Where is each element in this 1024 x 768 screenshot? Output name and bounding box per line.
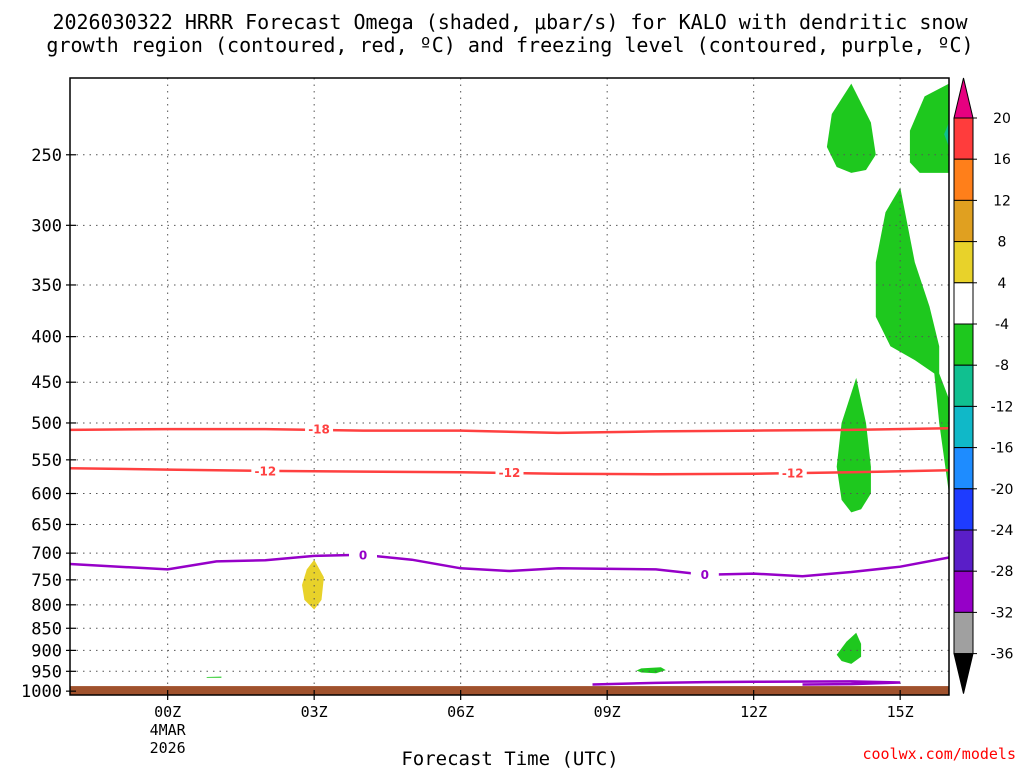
omega-green-small-09z (636, 667, 666, 674)
contour-label-dgz-bottom: -12 (499, 466, 521, 480)
omega-cyan-edge (944, 122, 949, 147)
colorbar-swatch (953, 405, 974, 449)
colorbar-label--16: -16 (991, 441, 1014, 457)
contour-label-bg (495, 465, 524, 480)
near-surface-purple (592, 680, 901, 686)
colorbar-label-8: 8 (998, 235, 1007, 251)
colorbar-label--4: -4 (995, 317, 1009, 333)
colorbar-label-16: 16 (993, 152, 1011, 168)
colorbar-swatch (953, 117, 974, 160)
y-tick-label-800: 800 (31, 596, 62, 616)
colorbar: 20 16 12 8 4 -4 -8 -12 -16 -20 -24 -28 -32 -36 (953, 77, 1014, 694)
y-tick-label-650: 650 (31, 515, 62, 535)
x-tick-label-09Z: 09Z (594, 703, 621, 721)
y-tick-label-400: 400 (31, 328, 62, 348)
colorbar-label--20: -20 (991, 482, 1014, 498)
contour-label-freezing-level: 0 (359, 548, 367, 562)
x-tick-date: 4MAR (150, 721, 187, 739)
x-tick-label-15Z: 15Z (887, 703, 914, 721)
colorbar-swatch (953, 611, 974, 655)
x-tick-year: 2026 (150, 739, 186, 757)
colorbar-swatch (953, 364, 974, 407)
plot-area (70, 78, 949, 695)
colorbar-label-12: 12 (993, 193, 1011, 209)
y-tick-label-450: 450 (31, 373, 62, 393)
colorbar-swatch (953, 447, 974, 490)
contour-label-dgz-top: -18 (308, 423, 330, 437)
y-tick-label-500: 500 (31, 414, 62, 434)
omega-shading-layer (206, 83, 949, 678)
contour-label-bg (349, 547, 377, 562)
omega-green-top-a (826, 83, 876, 173)
omega-yellow-03z (302, 559, 324, 610)
contour-dgz-top (69, 427, 950, 435)
colorbar-swatch (953, 488, 974, 531)
colorbar-swatch (953, 282, 974, 325)
chart-title-line-2: growth region (contoured, red, ºC) and f… (46, 33, 973, 57)
colorbar-label--32: -32 (991, 605, 1014, 621)
x-tick-label-00Z: 00Z (154, 703, 181, 721)
contour-label-bg (305, 422, 334, 437)
colorbar-swatch (953, 241, 974, 284)
contour-label-bg (251, 463, 280, 478)
credit-text: coolwx.com/models (862, 745, 1016, 763)
colorbar-swatch (953, 570, 974, 613)
contour-label-bg (778, 465, 807, 480)
colorbar-swatch (953, 323, 974, 366)
omega-green-low (836, 632, 862, 664)
omega-green-top-b (909, 83, 949, 173)
x-tick-label-06Z: 06Z (447, 703, 474, 721)
colorbar-label--12: -12 (991, 399, 1014, 415)
contour-label-bg (690, 567, 719, 582)
y-tick-label-700: 700 (31, 544, 62, 564)
colorbar-swatch (953, 529, 974, 572)
colorbar-label--24: -24 (991, 523, 1014, 539)
colorbar-label-4: 4 (998, 276, 1007, 292)
y-tick-label-900: 900 (31, 641, 62, 661)
chart-title-line-1: 2026030322 HRRR Forecast Omega (shaded, … (52, 10, 968, 34)
y-tick-label-950: 950 (31, 662, 62, 682)
y-tick-label-750: 750 (31, 571, 62, 591)
y-tick-label-250: 250 (31, 146, 62, 166)
grid-layer (70, 78, 949, 695)
x-tick-label-03Z: 03Z (301, 703, 328, 721)
y-tick-label-300: 300 (31, 216, 62, 236)
y-axis: 2503003504004505005506006507007508008509… (21, 146, 76, 702)
contour-label-dgz-bottom: -12 (254, 464, 276, 478)
contour-label-freezing-level: 0 (701, 568, 709, 582)
colorbar-bottom-arrow (953, 653, 974, 694)
omega-green-mid (836, 377, 871, 513)
colorbar-label-20: 20 (993, 111, 1011, 127)
y-tick-label-350: 350 (31, 276, 62, 296)
y-tick-label-550: 550 (31, 451, 62, 471)
plot-frame (69, 77, 950, 696)
colorbar-label--28: -28 (991, 564, 1014, 580)
contour-layer: -18 -12 -12 -12 0 0 (69, 422, 950, 686)
colorbar-top-arrow (953, 77, 974, 119)
x-tick-label-12Z: 12Z (740, 703, 767, 721)
colorbar-label--36: -36 (991, 647, 1014, 663)
colorbar-swatch (953, 199, 974, 243)
contour-freezing-level (69, 553, 950, 578)
y-tick-label-1000: 1000 (21, 682, 62, 702)
omega-green-mid-right (875, 187, 949, 494)
colorbar-swatch (953, 158, 974, 201)
contour-label-dgz-bottom: -12 (782, 466, 804, 480)
colorbar-label--8: -8 (995, 358, 1009, 374)
x-axis-label: Forecast Time (UTC) (401, 748, 618, 768)
omega-green-dot-00z (206, 676, 222, 678)
y-tick-label-600: 600 (31, 485, 62, 505)
ground-level (70, 686, 949, 695)
y-tick-label-850: 850 (31, 619, 62, 639)
